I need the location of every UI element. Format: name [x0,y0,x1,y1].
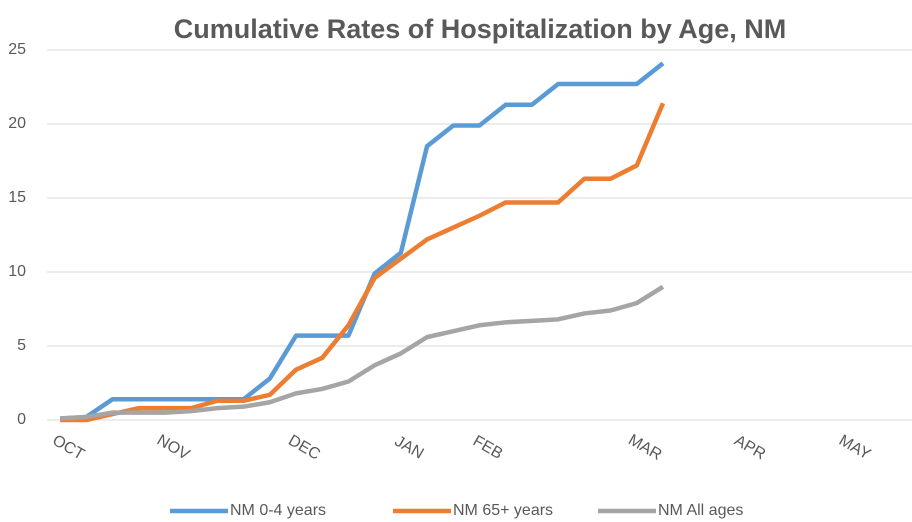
x-tick-label: MAY [836,432,874,464]
x-tick-label: FEB [470,433,505,463]
x-tick-label: OCT [49,432,87,464]
y-tick-label: 0 [17,411,26,428]
series-line [60,102,666,423]
y-tick-label: 15 [8,189,26,206]
y-tick-label: 5 [17,337,26,354]
chart-title: Cumulative Rates of Hospitalization by A… [174,14,787,44]
y-tick-label: 25 [8,41,26,58]
legend-label: NM 65+ years [453,502,553,519]
x-tick-label: JAN [392,433,427,463]
y-tick-label: 20 [8,115,26,132]
legend-label: NM 0-4 years [230,502,326,519]
y-tick-label: 10 [8,263,26,280]
series-line [59,284,665,421]
x-tick-label: MAR [625,432,664,465]
legend-label: NM All ages [658,502,743,519]
x-tick-label: DEC [285,432,323,464]
x-tick-label: NOV [154,432,193,464]
x-tick-label: APR [731,432,768,463]
series-line [59,61,665,421]
